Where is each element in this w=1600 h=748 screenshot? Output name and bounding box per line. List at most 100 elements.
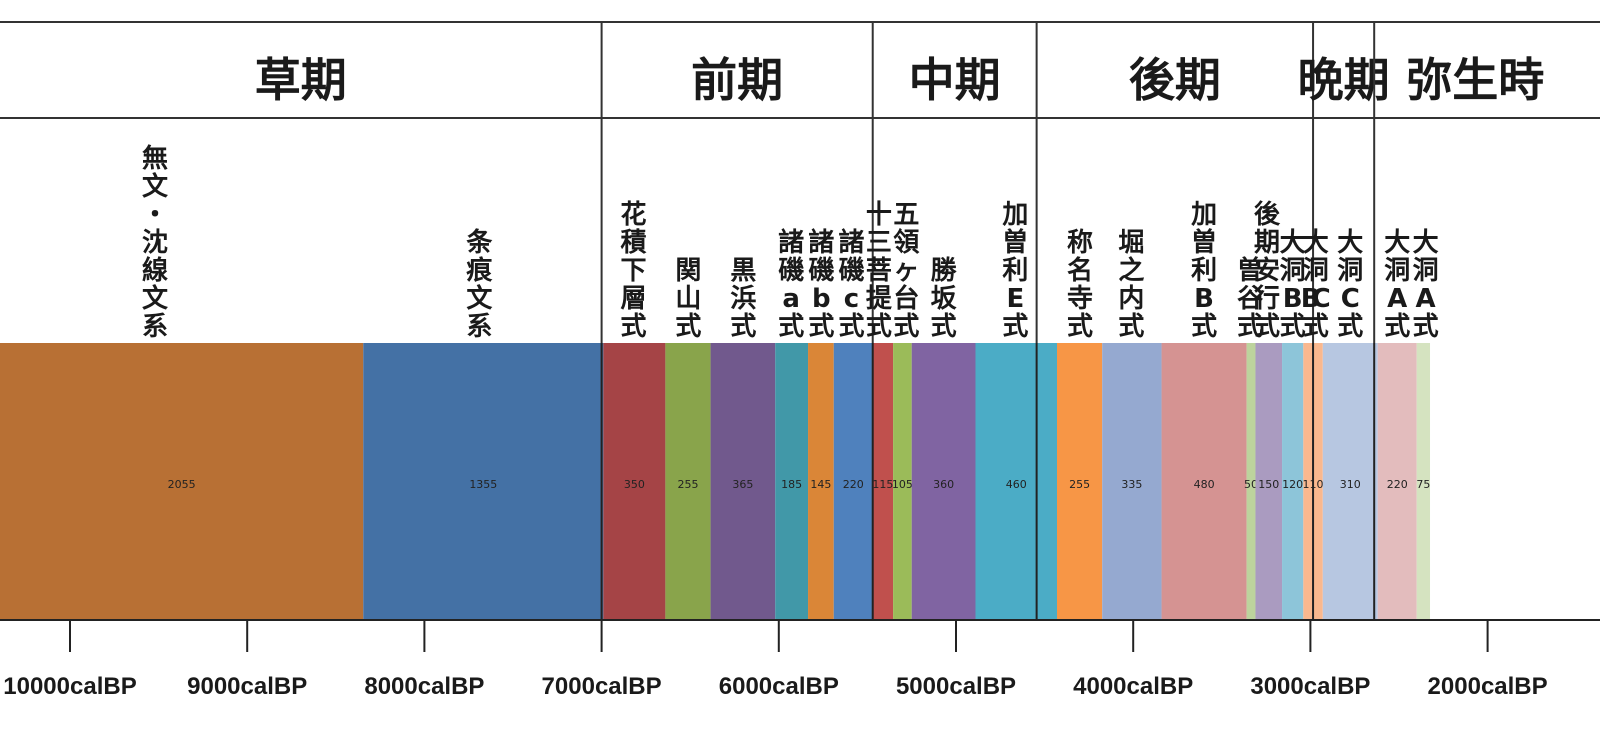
bar-segment bbox=[710, 343, 776, 620]
type-label-char: 十 bbox=[866, 200, 892, 230]
type-label-char: 洞 bbox=[1413, 256, 1439, 286]
type-label-char: 後 bbox=[1254, 199, 1281, 230]
type-label-char: 文 bbox=[142, 283, 169, 314]
axis-tick-label: 7000calBP bbox=[542, 673, 662, 700]
type-label-char: 安 bbox=[1254, 256, 1280, 286]
bar-value-label: 460 bbox=[1006, 478, 1027, 491]
bar-value-label: 365 bbox=[732, 478, 753, 491]
bar-segment bbox=[893, 343, 912, 620]
type-label-char: 加 bbox=[1191, 200, 1217, 230]
type-label-char: 式 bbox=[1254, 312, 1280, 342]
type-label-char: A bbox=[1416, 284, 1436, 314]
type-label-char: 式 bbox=[1002, 312, 1028, 342]
type-label-char: 大 bbox=[1413, 228, 1439, 258]
bar-segment bbox=[911, 343, 976, 620]
type-label-char: b bbox=[812, 284, 831, 314]
type-label-char: 大 bbox=[1303, 228, 1329, 258]
type-label-char: 式 bbox=[1191, 312, 1217, 342]
type-label-char: 式 bbox=[931, 312, 957, 342]
bar-segment bbox=[1102, 343, 1162, 620]
type-label: 関山式 bbox=[675, 256, 701, 342]
bar-segment bbox=[872, 343, 894, 620]
period-label: 後期 bbox=[1129, 53, 1221, 107]
type-label-char: 菩 bbox=[866, 256, 892, 286]
type-label-char: E bbox=[1006, 284, 1024, 314]
type-label-char: 提 bbox=[866, 284, 893, 314]
type-label-char: 諸 bbox=[838, 227, 864, 258]
type-label-char: 期 bbox=[1254, 228, 1280, 258]
type-label-char: 磯 bbox=[838, 255, 864, 286]
type-label-char: 洞 bbox=[1280, 256, 1306, 286]
type-label-char: 洞 bbox=[1337, 256, 1363, 286]
bar-segment bbox=[1377, 343, 1417, 620]
type-label-char: 式 bbox=[1303, 312, 1329, 342]
type-label-char: 系 bbox=[142, 312, 168, 342]
bar-value-label: 255 bbox=[1069, 478, 1090, 491]
type-label-char: 三 bbox=[866, 228, 892, 258]
bar-segment bbox=[833, 343, 873, 620]
axis-tick-label: 3000calBP bbox=[1250, 673, 1370, 700]
type-label: 曽谷式 bbox=[1237, 255, 1264, 342]
bar-value-label: 150 bbox=[1258, 478, 1279, 491]
bar-value-label: 50 bbox=[1244, 478, 1258, 491]
bar-segment bbox=[603, 343, 666, 620]
type-label: 黒浜式 bbox=[730, 256, 756, 342]
period-label: 晩期 bbox=[1298, 53, 1390, 107]
type-label-char: 領 bbox=[893, 227, 919, 258]
time-axis: 10000calBP 9000calBP 8000calBP 7000calBP 600… bbox=[3, 620, 1548, 700]
type-label-char: 山 bbox=[675, 284, 701, 314]
type-label-char: 無 bbox=[142, 144, 168, 174]
type-label-char: 式 bbox=[1118, 312, 1144, 342]
type-label-char: 利 bbox=[1002, 256, 1028, 286]
bar-value-label: 120 bbox=[1282, 478, 1303, 491]
bar-value-label: 480 bbox=[1194, 478, 1215, 491]
type-label-char: 条 bbox=[466, 228, 493, 258]
type-label-char: 加 bbox=[1002, 200, 1028, 230]
bar-value-label: 220 bbox=[843, 478, 864, 491]
type-label-char: 式 bbox=[620, 312, 646, 342]
bar-segment bbox=[775, 343, 809, 620]
type-label-char: 式 bbox=[1384, 312, 1410, 342]
type-label-char: B bbox=[1194, 284, 1214, 314]
type-label-char: 洞 bbox=[1303, 256, 1329, 286]
type-label-char: 諸 bbox=[808, 227, 834, 258]
type-label-char: 式 bbox=[675, 312, 701, 342]
type-label-char: 痕 bbox=[466, 255, 493, 286]
type-label-char: BC bbox=[1301, 284, 1331, 314]
bar-segment bbox=[1282, 343, 1304, 620]
type-label-char: 式 bbox=[893, 312, 919, 342]
axis-tick-label: 8000calBP bbox=[364, 673, 484, 700]
bar-value-label: 220 bbox=[1387, 478, 1408, 491]
axis-tick-label: 5000calBP bbox=[896, 673, 1016, 700]
type-label-char: 内 bbox=[1118, 284, 1144, 314]
type-label-char: 名 bbox=[1067, 255, 1093, 286]
type-label-char: 線 bbox=[142, 255, 168, 286]
bar-value-label: 350 bbox=[624, 478, 645, 491]
bar-value-label: 335 bbox=[1121, 478, 1142, 491]
axis-tick-label: 4000calBP bbox=[1073, 673, 1193, 700]
type-label-char: 磯 bbox=[778, 255, 804, 286]
type-label-char: 積 bbox=[620, 228, 646, 258]
type-label-char: 関 bbox=[675, 256, 701, 286]
type-label-char: 黒 bbox=[730, 256, 756, 286]
axis-tick-label: 2000calBP bbox=[1428, 673, 1548, 700]
bar-value-label: 185 bbox=[781, 478, 802, 491]
axis-tick-label: 10000calBP bbox=[3, 673, 136, 700]
type-label-char: 式 bbox=[1067, 312, 1093, 342]
type-label-char: ヶ bbox=[893, 256, 919, 286]
type-label-char: 曽 bbox=[1002, 227, 1028, 258]
type-label-char: 式 bbox=[866, 312, 892, 342]
